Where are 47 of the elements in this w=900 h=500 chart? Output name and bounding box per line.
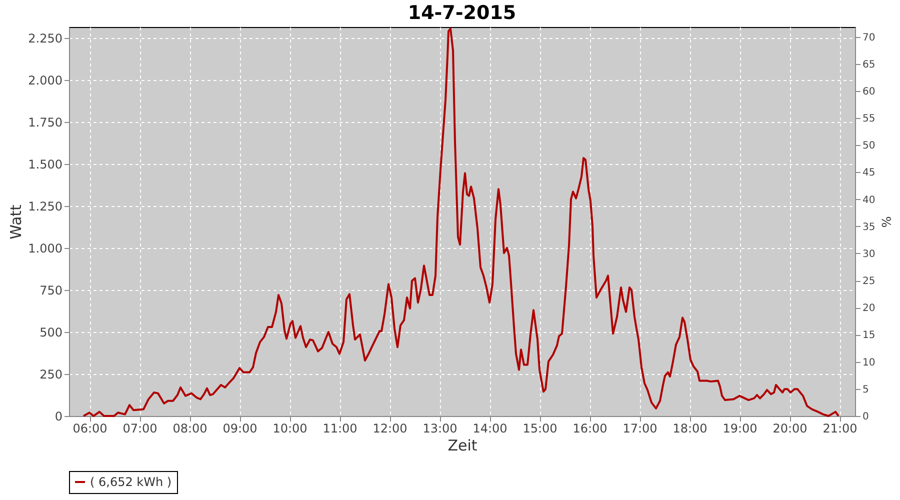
x-tick-label: 12:00 — [372, 422, 408, 436]
x-tick-label: 16:00 — [572, 422, 608, 436]
x-tick-label: 09:00 — [222, 422, 258, 436]
y-tick-label: 0 — [54, 410, 62, 424]
x-tick-label: 17:00 — [622, 422, 658, 436]
x-tick-label: 08:00 — [172, 422, 208, 436]
x-axis-title: Zeit — [448, 436, 478, 454]
y-tick-label: 1.500 — [28, 157, 62, 172]
y2-tick-label: 60 — [862, 86, 876, 98]
y-axis-title: Watt — [7, 204, 26, 240]
y2-tick-label: 35 — [862, 222, 876, 233]
y-tick-label: 2.250 — [28, 31, 62, 46]
line-series — [82, 28, 840, 417]
y2-tick-label: 20 — [862, 303, 876, 314]
y2-tick-label: 40 — [862, 194, 876, 206]
x-tick-label: 14:00 — [472, 422, 508, 436]
x-tick-label: 11:00 — [322, 422, 358, 436]
y2-axis-title: % — [879, 216, 894, 228]
y2-tick-label: 5 — [862, 384, 869, 396]
y-tick-label: 750 — [40, 283, 62, 298]
y-tick-label: 1.250 — [28, 199, 62, 214]
y2-tick-label: 50 — [862, 140, 876, 152]
chart-title: 14-7-2015 — [408, 2, 516, 24]
x-tick-label: 19:00 — [722, 422, 758, 436]
y2-tick-label: 15 — [862, 330, 876, 342]
y-tick-label: 1.000 — [28, 241, 62, 256]
x-tick-label: 20:00 — [772, 422, 808, 436]
y2-tick-label: 10 — [862, 357, 876, 368]
y-tick-label: 500 — [40, 325, 62, 340]
x-tick-label: 10:00 — [272, 422, 308, 436]
y2-tick-label: 30 — [862, 248, 876, 260]
x-tick-label: 18:00 — [672, 422, 708, 436]
y2-tick-label: 0 — [862, 412, 869, 422]
y2-tick-label: 65 — [862, 59, 876, 70]
legend-label: ( 6,652 kWh ) — [90, 475, 172, 489]
x-tick-label: 21:00 — [822, 422, 858, 436]
y-tick-label: 2.000 — [28, 73, 62, 88]
x-tick-label: 15:00 — [522, 422, 558, 436]
y-tick-label: 1.750 — [28, 115, 62, 130]
y-tick-label: 250 — [40, 367, 62, 382]
y2-tick-label: 70 — [862, 32, 876, 44]
y2-tick-label: 55 — [862, 114, 876, 125]
y2-tick-label: 25 — [862, 276, 876, 288]
x-tick-label: 13:00 — [422, 422, 458, 436]
x-tick-label: 07:00 — [122, 422, 158, 436]
x-tick-label: 06:00 — [72, 422, 108, 436]
y2-tick-label: 45 — [862, 168, 876, 179]
